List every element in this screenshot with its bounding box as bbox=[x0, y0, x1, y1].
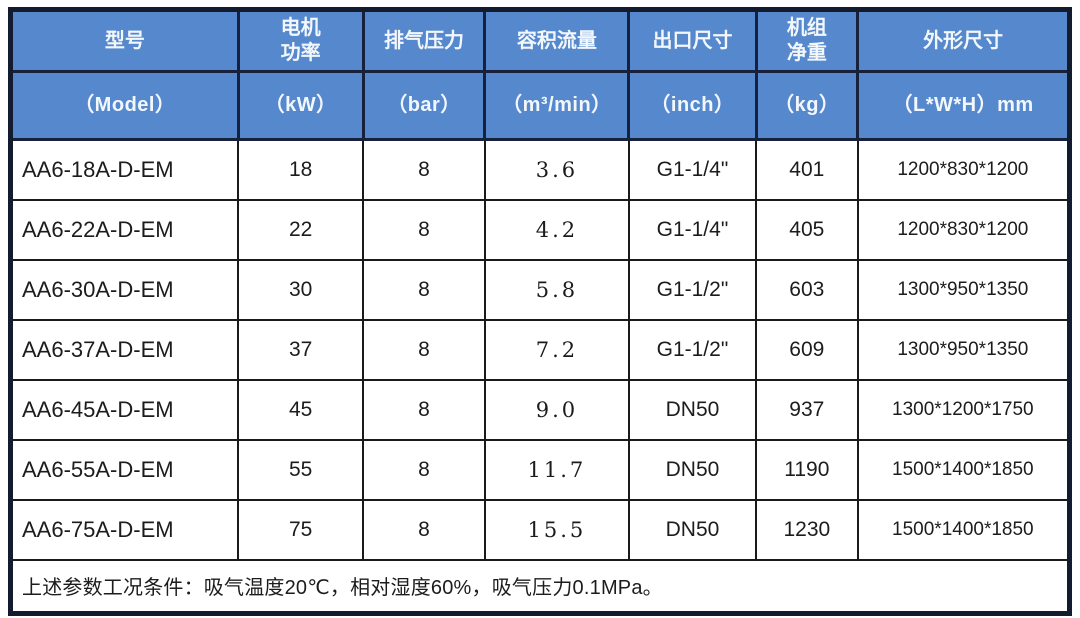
cell-pressure: 8 bbox=[362, 498, 486, 561]
cell-dims: 1300*950*1350 bbox=[856, 258, 1071, 321]
cell-flow: 11.7 bbox=[483, 438, 630, 501]
cell-power: 75 bbox=[237, 498, 365, 561]
cell-model: AA6-55A-D-EM bbox=[9, 438, 240, 501]
cell-outlet: DN50 bbox=[627, 498, 758, 561]
cell-power: 18 bbox=[237, 138, 365, 201]
col-unit-pressure: （bar） bbox=[361, 70, 487, 141]
cell-outlet: G1-1/4" bbox=[627, 198, 758, 261]
cell-model: AA6-37A-D-EM bbox=[9, 318, 240, 381]
cell-weight: 609 bbox=[755, 318, 859, 381]
col-unit-flow: （m³/min） bbox=[483, 70, 631, 141]
col-header-flow: 容积流量 bbox=[483, 8, 631, 73]
cell-power: 22 bbox=[237, 198, 365, 261]
cell-weight: 401 bbox=[755, 138, 859, 201]
table-row: AA6-55A-D-EM 55 8 11.7 DN50 1190 1500*14… bbox=[9, 438, 1071, 501]
col-unit-outlet: （inch） bbox=[627, 70, 758, 141]
cell-flow: 9.0 bbox=[483, 378, 630, 441]
col-header-weight: 机组 净重 bbox=[754, 8, 860, 73]
table-row: AA6-37A-D-EM 37 8 7.2 G1-1/2" 609 1300*9… bbox=[9, 318, 1071, 381]
cell-flow: 3.6 bbox=[483, 138, 630, 201]
spec-table: 型号 电机 功率 排气压力 容积流量 出口尺寸 机组 净重 外形尺寸 （Mode… bbox=[8, 7, 1072, 616]
cell-outlet: G1-1/2" bbox=[627, 318, 758, 381]
cell-pressure: 8 bbox=[362, 318, 486, 381]
col-header-outlet: 出口尺寸 bbox=[627, 8, 758, 73]
footnote-text: 上述参数工况条件：吸气温度20℃，相对湿度60%，吸气压力0.1MPa。 bbox=[9, 558, 1071, 615]
cell-flow: 5.8 bbox=[483, 258, 630, 321]
cell-pressure: 8 bbox=[362, 198, 486, 261]
col-unit-model: （Model） bbox=[9, 70, 240, 141]
cell-dims: 1200*830*1200 bbox=[856, 138, 1071, 201]
table-row: AA6-18A-D-EM 18 8 3.6 G1-1/4" 401 1200*8… bbox=[9, 138, 1071, 201]
cell-model: AA6-30A-D-EM bbox=[9, 258, 240, 321]
cell-dims: 1500*1400*1850 bbox=[856, 498, 1071, 561]
cell-outlet: G1-1/2" bbox=[627, 258, 758, 321]
cell-pressure: 8 bbox=[362, 378, 486, 441]
cell-flow: 7.2 bbox=[483, 318, 630, 381]
cell-outlet: DN50 bbox=[627, 438, 758, 501]
col-header-power: 电机 功率 bbox=[236, 8, 365, 73]
cell-weight: 1190 bbox=[755, 438, 859, 501]
table-row: AA6-75A-D-EM 75 8 15.5 DN50 1230 1500*14… bbox=[9, 498, 1071, 561]
cell-outlet: G1-1/4" bbox=[627, 138, 758, 201]
header-row-labels: 型号 电机 功率 排气压力 容积流量 出口尺寸 机组 净重 外形尺寸 bbox=[9, 8, 1071, 73]
col-header-dims: 外形尺寸 bbox=[856, 8, 1071, 73]
cell-flow: 15.5 bbox=[483, 498, 630, 561]
col-unit-power: （kW） bbox=[236, 70, 365, 141]
cell-dims: 1300*950*1350 bbox=[856, 318, 1071, 381]
cell-power: 55 bbox=[237, 438, 365, 501]
cell-weight: 937 bbox=[755, 378, 859, 441]
cell-power: 30 bbox=[237, 258, 365, 321]
footnote-row: 上述参数工况条件：吸气温度20℃，相对湿度60%，吸气压力0.1MPa。 bbox=[9, 558, 1071, 615]
cell-model: AA6-45A-D-EM bbox=[9, 378, 240, 441]
header-row-units: （Model） （kW） （bar） （m³/min） （inch） （kg） … bbox=[9, 70, 1071, 141]
cell-model: AA6-75A-D-EM bbox=[9, 498, 240, 561]
cell-weight: 603 bbox=[755, 258, 859, 321]
col-unit-weight: （kg） bbox=[754, 70, 860, 141]
cell-model: AA6-22A-D-EM bbox=[9, 198, 240, 261]
cell-pressure: 8 bbox=[362, 258, 486, 321]
cell-pressure: 8 bbox=[362, 438, 486, 501]
cell-power: 37 bbox=[237, 318, 365, 381]
cell-flow: 4.2 bbox=[483, 198, 630, 261]
table-row: AA6-30A-D-EM 30 8 5.8 G1-1/2" 603 1300*9… bbox=[9, 258, 1071, 321]
table-row: AA6-22A-D-EM 22 8 4.2 G1-1/4" 405 1200*8… bbox=[9, 198, 1071, 261]
cell-dims: 1300*1200*1750 bbox=[856, 378, 1071, 441]
cell-pressure: 8 bbox=[362, 138, 486, 201]
cell-outlet: DN50 bbox=[627, 378, 758, 441]
table-row: AA6-45A-D-EM 45 8 9.0 DN50 937 1300*1200… bbox=[9, 378, 1071, 441]
cell-model: AA6-18A-D-EM bbox=[9, 138, 240, 201]
cell-weight: 1230 bbox=[755, 498, 859, 561]
cell-dims: 1500*1400*1850 bbox=[856, 438, 1071, 501]
cell-weight: 405 bbox=[755, 198, 859, 261]
col-header-pressure: 排气压力 bbox=[361, 8, 487, 73]
cell-power: 45 bbox=[237, 378, 365, 441]
col-unit-dims: （L*W*H）mm bbox=[856, 70, 1071, 141]
cell-dims: 1200*830*1200 bbox=[856, 198, 1071, 261]
col-header-model: 型号 bbox=[9, 8, 240, 73]
